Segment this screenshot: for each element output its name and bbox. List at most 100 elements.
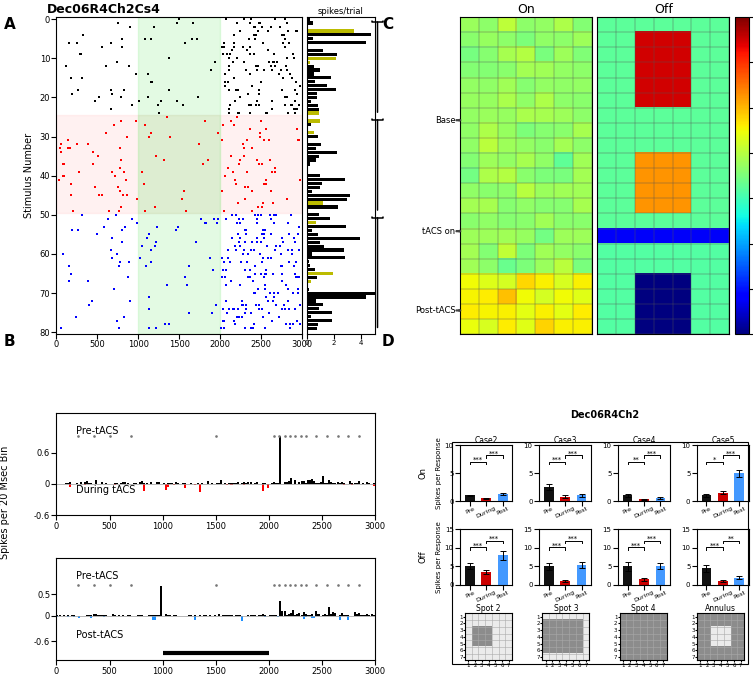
Text: ***: *** <box>647 536 657 542</box>
Point <box>62 135 74 146</box>
Point <box>118 84 130 95</box>
Point <box>159 319 171 330</box>
Point <box>229 241 241 252</box>
Bar <box>56 115 302 213</box>
Point <box>219 170 231 181</box>
Point <box>280 280 292 291</box>
Point <box>221 252 233 264</box>
Point <box>212 213 224 224</box>
Point <box>260 292 272 303</box>
Bar <box>75 483 78 484</box>
Point <box>171 18 183 29</box>
Point <box>253 18 265 29</box>
Bar <box>319 482 322 484</box>
Point <box>261 241 273 252</box>
Bar <box>318 614 319 616</box>
Bar <box>306 72 313 76</box>
Point <box>145 257 157 268</box>
Bar <box>306 288 309 291</box>
Point <box>266 104 278 115</box>
Bar <box>311 479 313 484</box>
Point <box>279 303 291 314</box>
Bar <box>498 555 508 585</box>
Point <box>105 104 117 115</box>
Bar <box>306 100 310 103</box>
Point <box>293 221 305 232</box>
Point <box>290 104 302 115</box>
Point <box>264 155 276 166</box>
Text: ***: *** <box>489 536 499 542</box>
Point <box>163 84 175 95</box>
Point <box>71 139 83 150</box>
Point <box>114 202 127 213</box>
Point <box>163 53 175 64</box>
Point <box>206 307 218 318</box>
Bar <box>124 482 127 484</box>
Point <box>233 107 245 118</box>
Point <box>209 56 221 67</box>
Bar <box>93 614 95 616</box>
Text: **: ** <box>727 536 734 542</box>
Point <box>281 194 293 205</box>
Bar <box>316 612 317 616</box>
Bar <box>262 484 264 491</box>
Bar <box>306 241 320 244</box>
Title: Spot 4: Spot 4 <box>631 603 656 612</box>
Point <box>268 288 280 299</box>
Bar <box>74 614 75 616</box>
Point <box>243 41 255 52</box>
Point <box>288 104 300 115</box>
Bar <box>306 158 316 162</box>
Bar <box>343 483 345 484</box>
Text: During tACS: During tACS <box>75 485 135 495</box>
Bar <box>275 615 277 616</box>
Point <box>282 283 294 294</box>
Point <box>89 96 101 107</box>
Bar <box>292 610 294 616</box>
Bar <box>261 615 262 616</box>
Bar <box>305 616 306 617</box>
Text: Post-tACS: Post-tACS <box>75 630 123 640</box>
Bar <box>78 616 80 618</box>
Point <box>236 213 248 224</box>
Point <box>254 248 266 259</box>
Point <box>276 237 288 248</box>
Point <box>289 84 301 95</box>
Point <box>284 319 296 330</box>
Point <box>242 182 255 193</box>
Point <box>273 68 285 79</box>
Text: ***: *** <box>489 451 499 457</box>
Bar <box>288 614 290 616</box>
Title: Case5: Case5 <box>711 436 735 444</box>
Text: tACS on: tACS on <box>422 226 456 236</box>
Point <box>260 264 272 275</box>
Point <box>111 315 123 326</box>
Bar <box>144 484 145 491</box>
Point <box>115 155 127 166</box>
Point <box>239 303 252 314</box>
Title: spikes/trial: spikes/trial <box>318 8 364 17</box>
Bar <box>481 498 491 501</box>
Bar <box>306 237 360 240</box>
Point <box>228 119 240 130</box>
Point <box>221 264 233 275</box>
Point <box>200 116 212 127</box>
Point <box>210 299 222 310</box>
Bar <box>306 116 308 118</box>
Point <box>248 30 260 41</box>
Point <box>149 241 161 252</box>
Point <box>265 252 277 264</box>
Point <box>270 241 282 252</box>
Bar <box>324 614 326 616</box>
Bar <box>175 482 177 484</box>
Point <box>252 65 264 76</box>
Bar <box>544 566 553 585</box>
Point <box>267 295 279 306</box>
Point <box>55 323 67 334</box>
Point <box>252 217 264 228</box>
Point <box>218 49 230 60</box>
Bar <box>158 482 160 484</box>
Bar <box>306 76 331 80</box>
Point <box>217 315 229 326</box>
Bar <box>306 30 354 32</box>
